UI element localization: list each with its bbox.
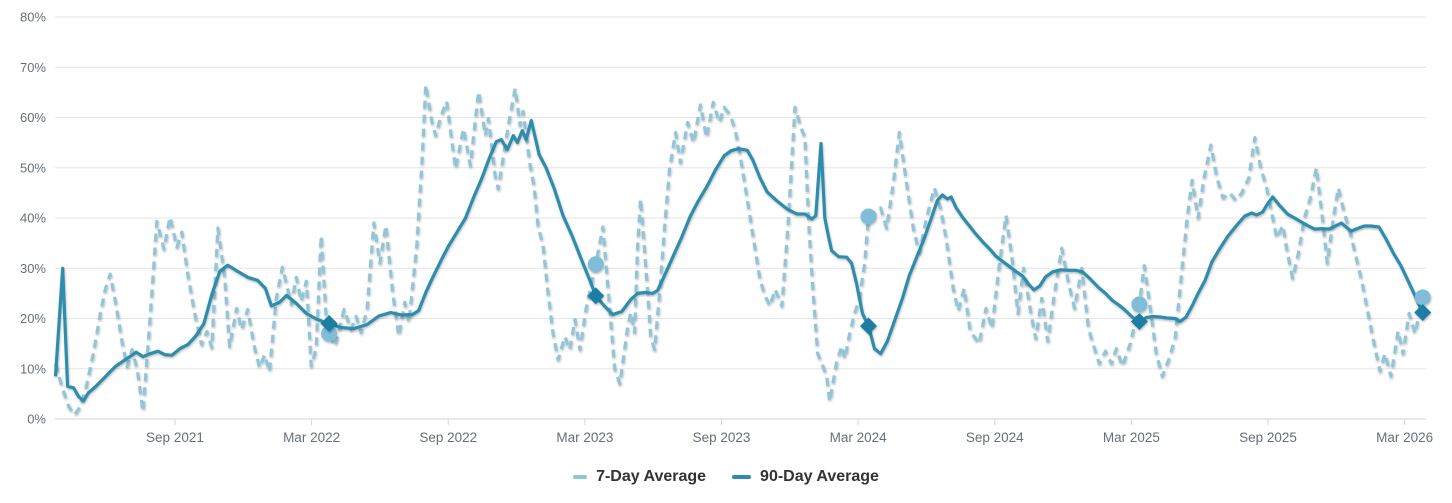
- x-axis-label: Mar 2026: [1376, 430, 1433, 445]
- y-axis-label: 30%: [20, 261, 46, 276]
- y-axis-label: 40%: [20, 211, 46, 226]
- x-axis-label: Mar 2022: [283, 430, 340, 445]
- y-axis-label: 0%: [27, 412, 46, 427]
- marker-circle-7-day[interactable]: [860, 208, 877, 225]
- y-axis-label: 60%: [20, 110, 46, 125]
- legend-swatch-90-day-icon: [732, 475, 752, 479]
- x-axis-label: Sep 2025: [1239, 430, 1297, 445]
- marker-circle-7-day[interactable]: [1131, 296, 1148, 313]
- y-axis-label: 10%: [20, 361, 46, 376]
- marker-diamond-90-day[interactable]: [320, 315, 338, 333]
- marker-diamond-90-day[interactable]: [1130, 313, 1148, 331]
- legend-label-7-day: 7-Day Average: [596, 468, 707, 485]
- x-axis-label: Mar 2024: [830, 430, 888, 445]
- marker-circle-7-day[interactable]: [587, 256, 604, 273]
- x-axis-label: Sep 2023: [693, 430, 751, 445]
- chart-canvas: 0% 10% 20% 30% 40% 50% 60% 70% 80% Sep 2021 Mar 20…: [20, 10, 1433, 446]
- y-axis-label: 20%: [20, 311, 46, 326]
- marker-diamond-90-day[interactable]: [1414, 303, 1432, 321]
- marker-circle-7-day[interactable]: [1414, 289, 1431, 306]
- legend-item-90-day-average[interactable]: 90-Day Average: [732, 468, 879, 486]
- y-axis-label: 80%: [20, 10, 46, 25]
- marker-diamond-90-day[interactable]: [587, 287, 605, 305]
- x-axis-label: Sep 2022: [419, 430, 477, 445]
- x-axis-label: Mar 2023: [556, 430, 613, 445]
- legend-swatch-7-day-icon: [573, 475, 588, 479]
- series-line-7-day[interactable]: [53, 83, 1425, 417]
- y-axis-label: 70%: [20, 60, 46, 75]
- legend-item-7-day-average[interactable]: 7-Day Average: [573, 468, 706, 486]
- y-axis-label: 50%: [20, 160, 46, 175]
- legend-label-90-day: 90-Day Average: [760, 468, 879, 485]
- x-axis-label: Sep 2021: [146, 430, 204, 445]
- series-line-90-day[interactable]: [53, 118, 1425, 403]
- legend: 7-Day Average 90-Day Average: [0, 460, 1452, 494]
- marker-circle-7-day[interactable]: [321, 325, 338, 342]
- x-axis-label: Sep 2024: [966, 430, 1024, 445]
- marker-diamond-90-day[interactable]: [860, 317, 878, 335]
- x-axis-label: Mar 2025: [1103, 430, 1160, 445]
